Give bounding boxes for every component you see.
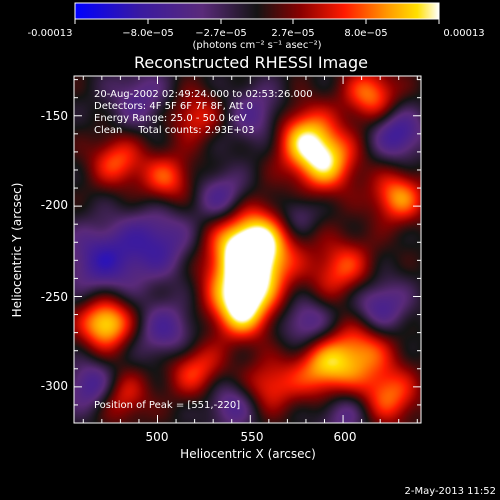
x-axis-label: Heliocentric X (arcsec) [180,447,316,461]
y-tick-label: -200 [41,198,68,212]
x-tick-label: 600 [334,430,357,444]
colorbar [74,2,440,20]
colorbar-ticks [74,19,440,24]
colorbar-tick-label: 2.7e−05 [271,28,314,39]
colorbar-tick-label: −8.0e−05 [122,28,174,39]
colorbar-tick-label: 0.00013 [443,28,484,39]
colorbar-unit-label: (photons cm⁻² s⁻¹ asec⁻²) [192,40,321,51]
colorbar-tick-label: -0.00013 [28,28,73,39]
footer-date: 2-May-2013 11:52 [404,486,496,497]
y-tick-label: -250 [41,290,68,304]
axis-ticks [74,76,421,424]
annotation-counts: Clean Total counts: 2.93E+03 [94,125,254,136]
heatmap-canvas[interactable] [74,76,421,423]
y-tick-label: -300 [41,379,68,393]
y-axis-label: Heliocentric Y (arcsec) [10,183,24,318]
y-tick-label: -150 [41,109,68,123]
x-tick-label: 550 [241,430,264,444]
chart-title: Reconstructed RHESSI Image [134,53,368,72]
colorbar-tick-label: 8.0e−05 [344,28,387,39]
heatmap-container [74,76,421,423]
x-tick-label: 500 [146,430,169,444]
annotation-time: 20-Aug-2002 02:49:24.000 to 02:53:26.000 [94,89,313,100]
colorbar-tick-label: −2.7e−05 [195,28,247,39]
annotation-energy: Energy Range: 25.0 - 50.0 keV [94,113,247,124]
plot-frame [73,75,422,424]
annotation-detectors: Detectors: 4F 5F 6F 7F 8F, Att 0 [94,101,253,112]
peak-position-label: Position of Peak = [551,-220] [94,400,240,411]
